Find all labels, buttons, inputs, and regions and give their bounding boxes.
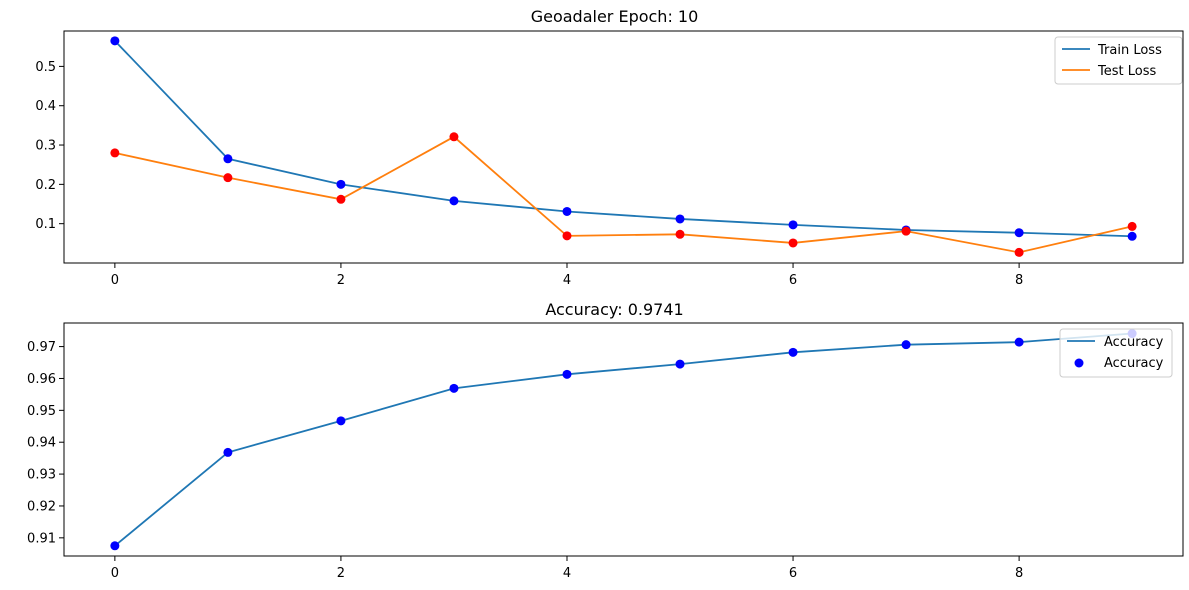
- test-loss-point: [1127, 221, 1137, 231]
- accuracy-point: [901, 340, 911, 350]
- accuracy-point: [675, 359, 685, 369]
- accuracy-axes-frame: [63, 322, 1184, 557]
- accuracy-y-tick-label: 0.97: [27, 340, 56, 355]
- accuracy-point: [336, 416, 346, 426]
- train-loss-point: [788, 220, 798, 230]
- accuracy-chart: Accuracy: 0.9741 0 2 4 6 8 0.91 0.92 0.93 0.94 0.…: [27, 300, 1184, 581]
- test-loss-point: [336, 194, 346, 204]
- test-loss-point: [901, 226, 911, 236]
- accuracy-legend-line-label: Accuracy: [1104, 335, 1164, 350]
- accuracy-y-tick-label: 0.92: [27, 499, 56, 514]
- loss-y-tick-label: 0.5: [35, 60, 56, 75]
- test-loss-line: [114, 135, 1133, 254]
- loss-legend: Train Loss Test Loss: [1054, 36, 1183, 85]
- accuracy-plot-area: 0 2 4 6 8 0.91 0.92 0.93 0.94 0.95 0.96 0.97: [27, 322, 1184, 581]
- test-loss-point: [223, 173, 233, 183]
- train-loss-point: [675, 214, 685, 224]
- accuracy-point: [1014, 337, 1024, 347]
- loss-y-tick-label: 0.4: [35, 99, 56, 114]
- accuracy-legend: Accuracy Accuracy: [1059, 328, 1173, 378]
- loss-chart-title: Geoadaler Epoch: 10: [531, 7, 699, 26]
- test-loss-point: [1014, 247, 1024, 257]
- train-loss-point: [223, 154, 233, 164]
- loss-y-tick-label: 0.1: [35, 217, 56, 232]
- loss-axes-frame: [63, 30, 1184, 264]
- accuracy-legend-marker-label: Accuracy: [1104, 356, 1164, 371]
- train-loss-point: [110, 36, 120, 46]
- accuracy-x-tick-label: 0: [111, 566, 119, 581]
- loss-y-tick-label: 0.3: [35, 139, 56, 154]
- accuracy-line: [114, 332, 1133, 547]
- accuracy-x-tick-label: 2: [337, 566, 345, 581]
- accuracy-x-tick-label: 6: [789, 566, 797, 581]
- loss-y-tick-label: 0.2: [35, 178, 56, 193]
- loss-x-tick-label: 4: [563, 273, 571, 288]
- accuracy-x-tick-label: 8: [1015, 566, 1023, 581]
- accuracy-chart-title: Accuracy: 0.9741: [545, 300, 683, 319]
- train-loss-point: [449, 196, 459, 206]
- accuracy-y-tick-label: 0.93: [27, 468, 56, 483]
- test-loss-point: [562, 231, 572, 241]
- accuracy-point: [110, 541, 120, 551]
- loss-x-tick-label: 8: [1015, 273, 1023, 288]
- train-loss-point: [562, 206, 572, 216]
- test-loss-legend-label: Test Loss: [1097, 64, 1156, 79]
- accuracy-y-tick-label: 0.95: [27, 404, 56, 419]
- train-loss-legend-label: Train Loss: [1097, 43, 1162, 58]
- loss-x-tick-label: 0: [111, 273, 119, 288]
- loss-x-tick-label: 2: [337, 273, 345, 288]
- test-loss-point: [788, 238, 798, 248]
- accuracy-legend-marker: [1074, 358, 1084, 368]
- test-loss-point: [110, 148, 120, 158]
- accuracy-x-tick-label: 4: [563, 566, 571, 581]
- accuracy-y-tick-label: 0.94: [27, 436, 56, 451]
- train-loss-line: [114, 40, 1133, 238]
- test-loss-point: [449, 132, 459, 142]
- loss-plot-area: 0 2 4 6 8 0.1 0.2 0.3 0.4 0.5: [35, 30, 1184, 288]
- accuracy-point: [562, 369, 572, 379]
- train-loss-point: [1127, 231, 1137, 241]
- train-loss-point: [336, 179, 346, 189]
- test-loss-point: [675, 229, 685, 239]
- loss-x-tick-label: 6: [789, 273, 797, 288]
- loss-chart: Geoadaler Epoch: 10 0 2 4 6 8 0.1 0.2 0.3 0.4 0.5…: [35, 7, 1184, 288]
- accuracy-point: [449, 383, 459, 393]
- accuracy-point: [788, 347, 798, 357]
- accuracy-y-tick-label: 0.91: [27, 531, 56, 546]
- accuracy-y-tick-label: 0.96: [27, 372, 56, 387]
- accuracy-point: [223, 447, 233, 457]
- train-loss-point: [1014, 228, 1024, 238]
